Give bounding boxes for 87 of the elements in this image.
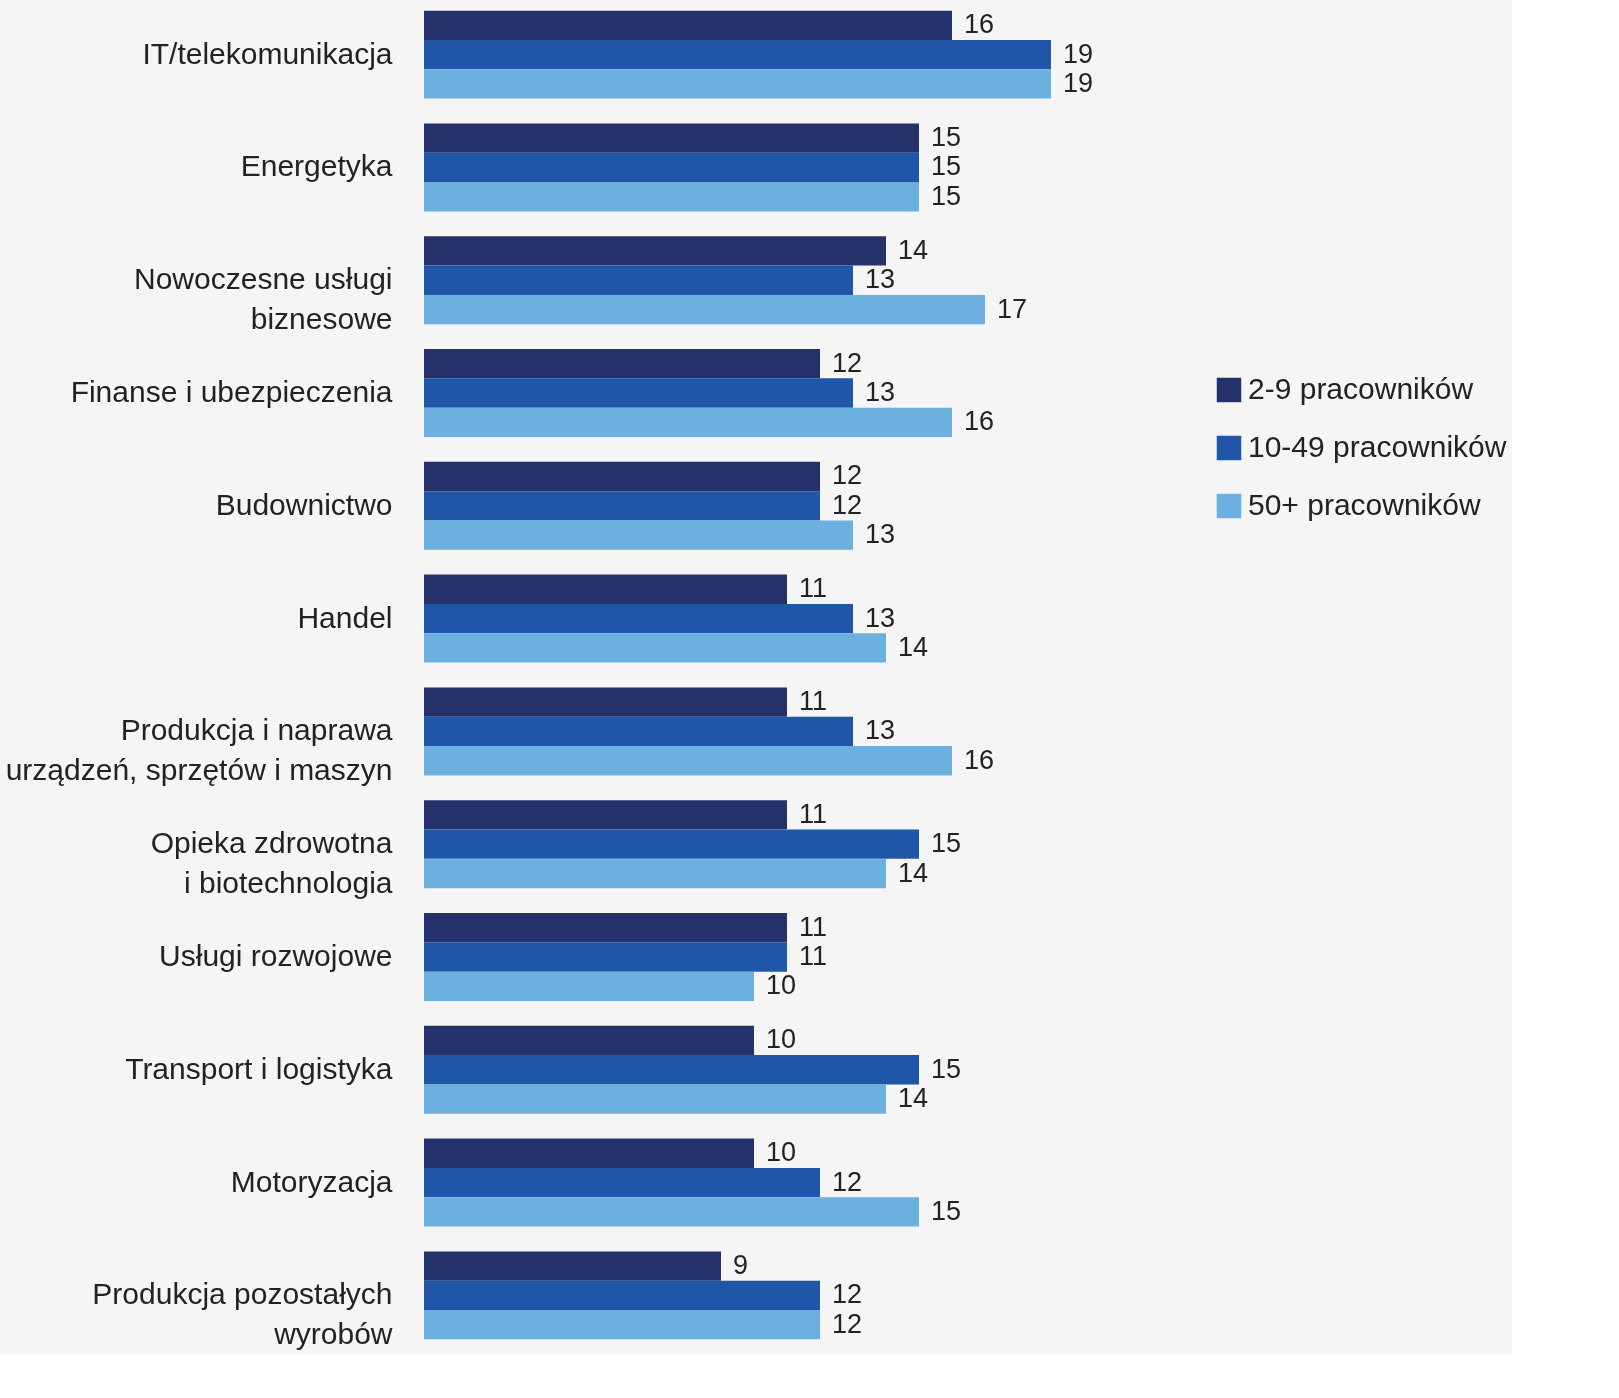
bar bbox=[424, 1167, 820, 1198]
bar bbox=[424, 1138, 754, 1168]
data-label: 15 bbox=[931, 122, 962, 153]
data-label: 16 bbox=[964, 9, 995, 40]
data-label: 13 bbox=[865, 519, 896, 550]
bar bbox=[424, 69, 1051, 99]
data-label: 14 bbox=[898, 857, 929, 888]
y-tick-label: Budownictwo bbox=[215, 487, 393, 521]
bar bbox=[424, 746, 952, 776]
y-tick-label: Usługi rozwojowe bbox=[159, 938, 393, 972]
bar bbox=[424, 1084, 886, 1114]
bar bbox=[424, 10, 952, 40]
bar bbox=[424, 461, 820, 492]
data-label: 12 bbox=[832, 347, 863, 378]
y-tick-label: Produkcja i naprawa urządzeń, sprzętów i maszyn bbox=[5, 713, 393, 787]
bar bbox=[424, 1310, 820, 1340]
bar bbox=[424, 265, 853, 295]
data-label: 19 bbox=[1063, 38, 1094, 69]
legend-label: 50+ pracowników bbox=[1248, 488, 1481, 521]
bar bbox=[424, 716, 853, 747]
bar bbox=[424, 378, 853, 408]
data-label: 12 bbox=[832, 1166, 863, 1197]
bar bbox=[424, 913, 787, 943]
bar bbox=[424, 1025, 754, 1056]
data-label: 13 bbox=[865, 377, 896, 408]
data-label: 16 bbox=[964, 406, 995, 437]
y-tick-label: Motoryzacja bbox=[230, 1164, 393, 1198]
bar bbox=[424, 182, 919, 212]
data-label: 15 bbox=[931, 151, 962, 182]
data-label: 10 bbox=[766, 970, 797, 1001]
data-label: 19 bbox=[1063, 67, 1094, 98]
bar bbox=[424, 858, 886, 889]
bar bbox=[424, 574, 787, 604]
y-tick-label: Finanse i ubezpieczenia bbox=[70, 375, 393, 409]
data-label: 12 bbox=[832, 460, 863, 491]
bar bbox=[424, 520, 853, 550]
data-label: 13 bbox=[865, 715, 896, 746]
bar bbox=[424, 942, 787, 972]
data-label: 15 bbox=[931, 1053, 962, 1084]
data-label: 14 bbox=[898, 1083, 929, 1114]
bar bbox=[424, 1251, 721, 1281]
data-label: 10 bbox=[766, 1137, 797, 1168]
data-label: 13 bbox=[865, 602, 896, 633]
data-label: 11 bbox=[799, 911, 828, 942]
y-tick-label: Nowoczesne usługi biznesowe bbox=[134, 262, 393, 336]
data-label: 15 bbox=[931, 828, 962, 859]
bar bbox=[424, 294, 985, 325]
bar bbox=[424, 829, 919, 859]
bar bbox=[424, 633, 886, 663]
bar bbox=[424, 687, 787, 717]
bar bbox=[424, 407, 952, 437]
data-label: 15 bbox=[931, 180, 962, 211]
data-label: 13 bbox=[865, 264, 896, 295]
data-label: 11 bbox=[799, 798, 828, 829]
y-tick-label: Produkcja pozostałych wyrobów bbox=[92, 1277, 393, 1351]
data-label: 12 bbox=[832, 1308, 863, 1339]
y-tick-label: Opieka zdrowotna i biotechnologia bbox=[150, 826, 393, 900]
bar bbox=[424, 491, 820, 521]
data-label: 9 bbox=[733, 1250, 749, 1281]
bar bbox=[424, 800, 787, 830]
data-label: 17 bbox=[997, 293, 1028, 324]
data-label: 14 bbox=[898, 234, 929, 265]
data-label: 11 bbox=[799, 686, 828, 717]
bar bbox=[424, 236, 886, 266]
bar bbox=[424, 1280, 820, 1311]
bar bbox=[424, 39, 1051, 70]
y-tick-label: IT/telekomunikacja bbox=[142, 36, 393, 70]
y-tick-label: Energetyka bbox=[240, 149, 393, 183]
y-tick-label: Handel bbox=[297, 600, 393, 634]
bar bbox=[424, 971, 754, 1001]
data-label: 11 bbox=[799, 573, 828, 604]
data-label: 10 bbox=[766, 1024, 797, 1055]
data-label: 14 bbox=[898, 631, 929, 662]
data-label: 16 bbox=[964, 744, 995, 775]
bar bbox=[424, 1055, 919, 1085]
data-label: 12 bbox=[832, 489, 863, 520]
legend-label: 2-9 pracowników bbox=[1248, 372, 1474, 405]
legend-label: 10-49 pracowników bbox=[1248, 430, 1507, 463]
y-tick-label: Transport i logistyka bbox=[125, 1051, 393, 1085]
data-label: 11 bbox=[799, 940, 828, 971]
bar bbox=[424, 349, 820, 379]
bar bbox=[424, 123, 919, 153]
bar bbox=[424, 152, 919, 183]
bar bbox=[424, 603, 853, 634]
data-label: 12 bbox=[832, 1279, 863, 1310]
bar bbox=[424, 1197, 919, 1227]
data-label: 15 bbox=[931, 1195, 962, 1226]
